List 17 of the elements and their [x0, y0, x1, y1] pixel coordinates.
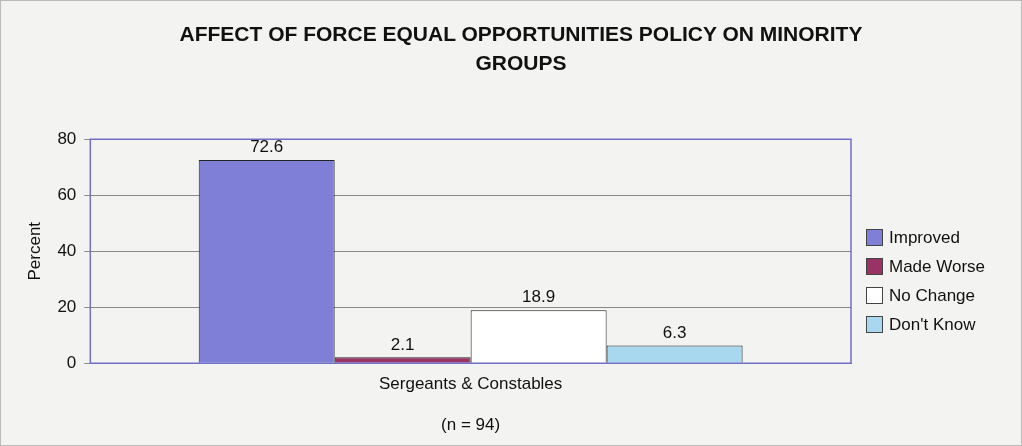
y-tick-label: 40: [57, 240, 77, 260]
legend-label: Don't Know: [889, 314, 976, 335]
y-tick-label: 20: [57, 296, 77, 316]
data-label: 2.1: [390, 334, 415, 354]
y-tick-label: 0: [66, 352, 77, 372]
chart-title: AFFECT OF FORCE EQUAL OPPORTUNITIES POLICY ON MINORITY GROUPS: [178, 21, 864, 76]
legend-label: Made Worse: [889, 256, 986, 277]
data-label: 18.9: [522, 287, 556, 307]
y-tick-label: 80: [57, 128, 77, 148]
x-axis-title: (n = 94): [441, 415, 501, 435]
data-label: 72.6: [250, 137, 284, 157]
legend-label: Improved: [889, 227, 960, 248]
y-axis-title: Percent: [24, 221, 44, 281]
data-label: 6.3: [662, 322, 687, 342]
legend-label: No Change: [889, 285, 976, 306]
x-tick-label: Sergeants & Constables: [378, 374, 563, 394]
y-tick-label: 60: [57, 184, 77, 204]
